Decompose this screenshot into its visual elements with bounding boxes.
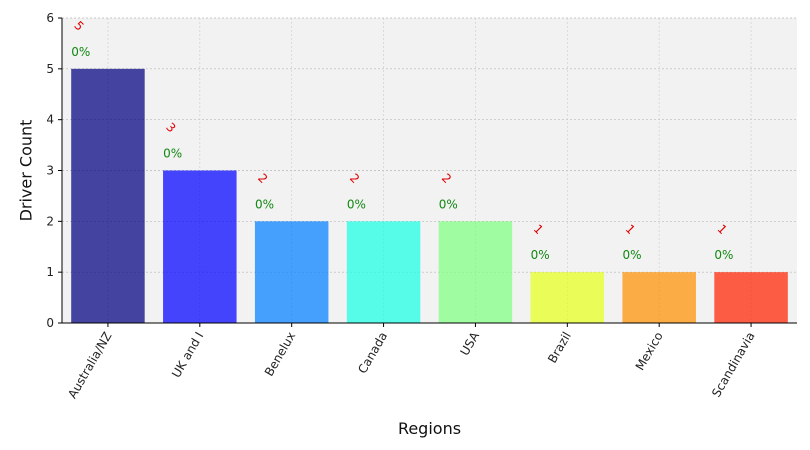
- x-axis-ticks: Australia/NZ UK and I Benelux Canada USA Braz…: [65, 323, 758, 401]
- percent-label: 0%: [622, 248, 641, 262]
- bar: [530, 272, 605, 323]
- percent-label: 0%: [347, 197, 366, 211]
- bar: [71, 68, 145, 323]
- x-tick-label: Canada: [355, 330, 390, 377]
- x-tick-label: Australia/NZ: [65, 330, 114, 401]
- x-tick-label: Mexico: [633, 330, 666, 373]
- x-tick-label: USA: [457, 329, 482, 358]
- x-tick-label: UK and I: [169, 330, 206, 381]
- percent-label: 0%: [71, 45, 90, 59]
- percent-label: 0%: [255, 197, 274, 211]
- y-tick-label: 5: [46, 62, 54, 76]
- y-axis-ticks: 0 1 2 3 4 5 6: [46, 11, 62, 330]
- bar: [714, 272, 788, 323]
- x-tick-label: Scandinavia: [709, 330, 758, 400]
- bar: [438, 221, 513, 323]
- y-tick-label: 6: [46, 11, 54, 25]
- bar: [622, 272, 696, 323]
- percent-label: 0%: [531, 248, 550, 262]
- bar: [254, 221, 329, 323]
- percent-label: 0%: [714, 248, 733, 262]
- y-tick-label: 0: [46, 316, 54, 330]
- y-tick-label: 4: [46, 113, 54, 127]
- y-tick-label: 2: [46, 214, 54, 228]
- bar: [346, 221, 421, 323]
- bar: [163, 170, 237, 323]
- percent-label: 0%: [439, 197, 458, 211]
- y-axis-title: Driver Count: [17, 120, 36, 222]
- bars: [71, 68, 788, 323]
- y-tick-label: 3: [46, 164, 54, 178]
- x-tick-label: Benelux: [262, 330, 298, 379]
- percent-label: 0%: [163, 147, 182, 161]
- x-axis-title: Regions: [398, 419, 461, 438]
- x-tick-label: Brazil: [545, 330, 574, 366]
- y-tick-label: 1: [46, 265, 54, 279]
